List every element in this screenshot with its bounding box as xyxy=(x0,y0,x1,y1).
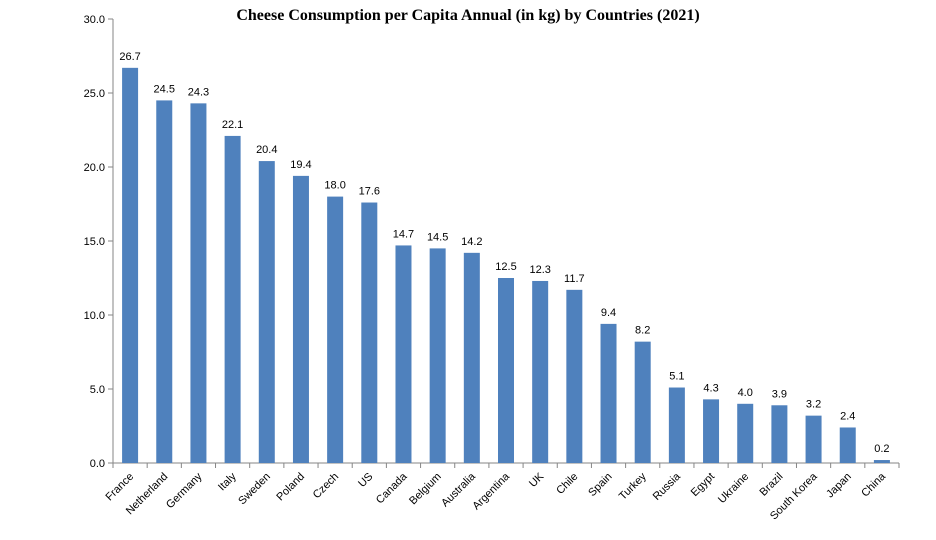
data-label: 5.1 xyxy=(669,371,684,383)
x-tick-label: Turkey xyxy=(617,470,649,502)
data-label: 4.3 xyxy=(703,382,718,394)
data-label: 9.4 xyxy=(601,307,616,319)
data-label: 24.3 xyxy=(188,86,209,98)
x-tick-label: Belgium xyxy=(407,471,444,508)
y-tick-label: 0.0 xyxy=(90,458,105,470)
x-tick-label: Ukraine xyxy=(716,471,751,506)
bar-italy xyxy=(224,135,241,464)
x-tick-label: Brazil xyxy=(758,471,786,499)
x-tick-label: US xyxy=(356,471,375,490)
data-label: 22.1 xyxy=(222,119,243,131)
bar-uk xyxy=(532,280,549,463)
bar-canada xyxy=(395,245,412,463)
y-tick-label: 30.0 xyxy=(84,14,105,26)
data-label: 14.7 xyxy=(393,228,414,240)
y-tick-label: 5.0 xyxy=(90,384,105,396)
data-label: 0.2 xyxy=(874,443,889,455)
data-label: 17.6 xyxy=(359,186,380,198)
bar-germany xyxy=(190,103,207,464)
y-tick-label: 10.0 xyxy=(84,310,105,322)
bar-chile xyxy=(566,289,583,463)
y-tick-label: 15.0 xyxy=(84,236,105,248)
data-label: 2.4 xyxy=(840,410,855,422)
x-tick-label: China xyxy=(859,470,888,499)
x-tick-label: France xyxy=(104,471,137,504)
bar-poland xyxy=(292,175,309,463)
chart-title: Cheese Consumption per Capita Annual (in… xyxy=(236,7,700,24)
bar-czech xyxy=(327,196,344,463)
bar-spain xyxy=(600,323,617,463)
bar-us xyxy=(361,202,378,463)
y-tick-label: 20.0 xyxy=(84,162,105,174)
bar-argentina xyxy=(498,278,514,463)
x-tick-label: Russia xyxy=(651,470,684,503)
bar-sweden xyxy=(258,161,275,463)
data-label: 4.0 xyxy=(738,387,753,399)
data-label: 20.4 xyxy=(256,144,277,156)
x-tick-label: Egypt xyxy=(689,471,717,499)
bar-belgium xyxy=(429,248,446,463)
data-label: 12.5 xyxy=(495,261,516,273)
data-label: 3.9 xyxy=(772,388,787,400)
bar-japan xyxy=(839,427,856,463)
x-tick-label: UK xyxy=(527,470,547,490)
bar-brazil xyxy=(771,405,788,463)
data-label: 26.7 xyxy=(119,51,140,63)
x-tick-label: Sweden xyxy=(236,471,273,508)
data-label: 3.2 xyxy=(806,399,821,411)
bar-egypt xyxy=(703,399,720,463)
data-label: 19.4 xyxy=(290,159,311,171)
x-tick-label: Chile xyxy=(554,471,580,497)
data-label: 14.5 xyxy=(427,231,448,243)
data-label: 18.0 xyxy=(324,180,345,192)
x-tick-label: Italy xyxy=(216,470,239,493)
x-tick-label: Canada xyxy=(374,470,410,506)
x-tick-label: Japan xyxy=(824,471,854,501)
x-tick-label: Germany xyxy=(164,470,205,511)
bar-south-korea xyxy=(805,415,822,463)
x-tick-label: Spain xyxy=(586,471,614,499)
y-tick-label: 25.0 xyxy=(84,88,105,100)
data-label: 24.5 xyxy=(154,83,175,95)
x-tick-label: Poland xyxy=(274,471,307,504)
data-label: 14.2 xyxy=(461,236,482,248)
data-label: 12.3 xyxy=(529,264,550,276)
bar-russia xyxy=(668,387,685,463)
data-label: 11.7 xyxy=(564,273,585,285)
x-tick-label: Argentina xyxy=(470,470,512,512)
bar-australia xyxy=(463,252,480,463)
bar-france xyxy=(122,67,139,463)
x-tick-label: Czech xyxy=(311,471,342,502)
data-label: 8.2 xyxy=(635,325,650,337)
bar-netherland xyxy=(156,100,173,464)
bar-turkey xyxy=(634,341,651,463)
bar-china xyxy=(873,460,890,463)
bar-ukraine xyxy=(737,403,754,463)
